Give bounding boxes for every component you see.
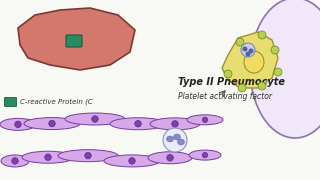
Circle shape (224, 70, 232, 78)
Text: Platelet activating factor: Platelet activating factor (178, 91, 272, 100)
Polygon shape (18, 8, 135, 70)
Ellipse shape (58, 150, 118, 162)
Text: Type II Pneumocyte: Type II Pneumocyte (178, 77, 285, 87)
Circle shape (129, 158, 135, 164)
Ellipse shape (148, 152, 192, 164)
Polygon shape (222, 32, 278, 88)
Ellipse shape (1, 155, 29, 167)
Ellipse shape (187, 115, 223, 125)
Ellipse shape (150, 118, 200, 130)
Circle shape (236, 38, 244, 46)
Circle shape (245, 51, 251, 57)
Circle shape (12, 158, 18, 164)
Circle shape (49, 120, 55, 127)
FancyBboxPatch shape (4, 98, 17, 107)
Circle shape (274, 68, 282, 76)
Circle shape (85, 152, 91, 159)
Circle shape (135, 120, 141, 127)
Circle shape (258, 31, 266, 39)
Ellipse shape (24, 118, 80, 130)
Ellipse shape (104, 155, 160, 167)
Circle shape (172, 121, 178, 127)
Ellipse shape (244, 51, 264, 73)
Ellipse shape (166, 136, 173, 142)
Circle shape (258, 82, 266, 90)
Circle shape (249, 48, 253, 53)
Circle shape (271, 46, 279, 54)
Circle shape (202, 117, 208, 123)
Ellipse shape (250, 0, 320, 138)
Circle shape (241, 43, 255, 57)
Ellipse shape (178, 139, 185, 145)
Circle shape (243, 46, 247, 51)
Circle shape (15, 121, 21, 128)
Circle shape (45, 154, 51, 161)
Circle shape (202, 152, 208, 158)
Circle shape (163, 128, 187, 152)
Circle shape (167, 154, 173, 161)
Ellipse shape (173, 134, 180, 140)
Circle shape (238, 84, 246, 92)
Ellipse shape (22, 151, 74, 163)
Ellipse shape (189, 150, 221, 160)
Ellipse shape (65, 113, 125, 125)
FancyBboxPatch shape (66, 35, 82, 47)
Text: C-reactive Protein (C: C-reactive Protein (C (20, 99, 93, 105)
Ellipse shape (0, 118, 36, 130)
Circle shape (92, 116, 98, 122)
Ellipse shape (110, 118, 166, 130)
